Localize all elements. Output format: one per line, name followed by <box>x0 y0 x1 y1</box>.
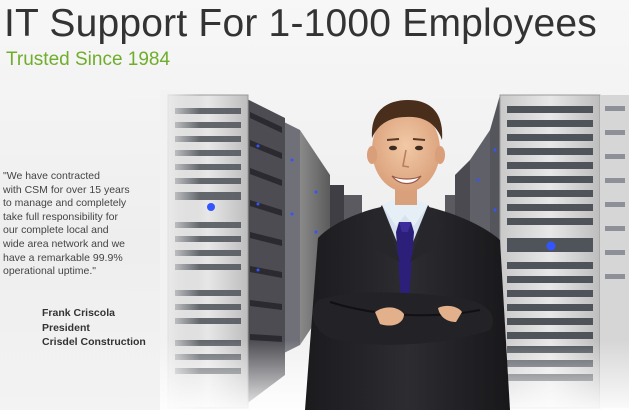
author-title: President <box>42 321 90 334</box>
headline: IT Support For 1-1000 Employees <box>4 2 597 45</box>
tagline: Trusted Since 1984 <box>6 49 171 70</box>
quote-line: take full responsibility for <box>3 210 118 223</box>
quote-line: wide area network and we <box>3 237 125 250</box>
quote-line: to manage and completely <box>3 197 127 210</box>
author-company: Crisdel Construction <box>42 336 146 348</box>
quote-line: operational uptime." <box>3 265 97 278</box>
testimonial-attribution: Frank Criscola President Crisdel Constru… <box>42 306 146 350</box>
testimonial-quote: "We have contracted with CSM for over 15… <box>3 170 163 279</box>
author-name: Frank Criscola <box>42 307 115 319</box>
quote-line: "We have contracted <box>3 170 100 182</box>
quote-line: our complete local and <box>3 224 109 237</box>
quote-line: have a remarkable 99.9% <box>3 251 123 264</box>
businessman-photo <box>305 100 510 410</box>
quote-line: with CSM for over 15 years <box>3 183 130 196</box>
